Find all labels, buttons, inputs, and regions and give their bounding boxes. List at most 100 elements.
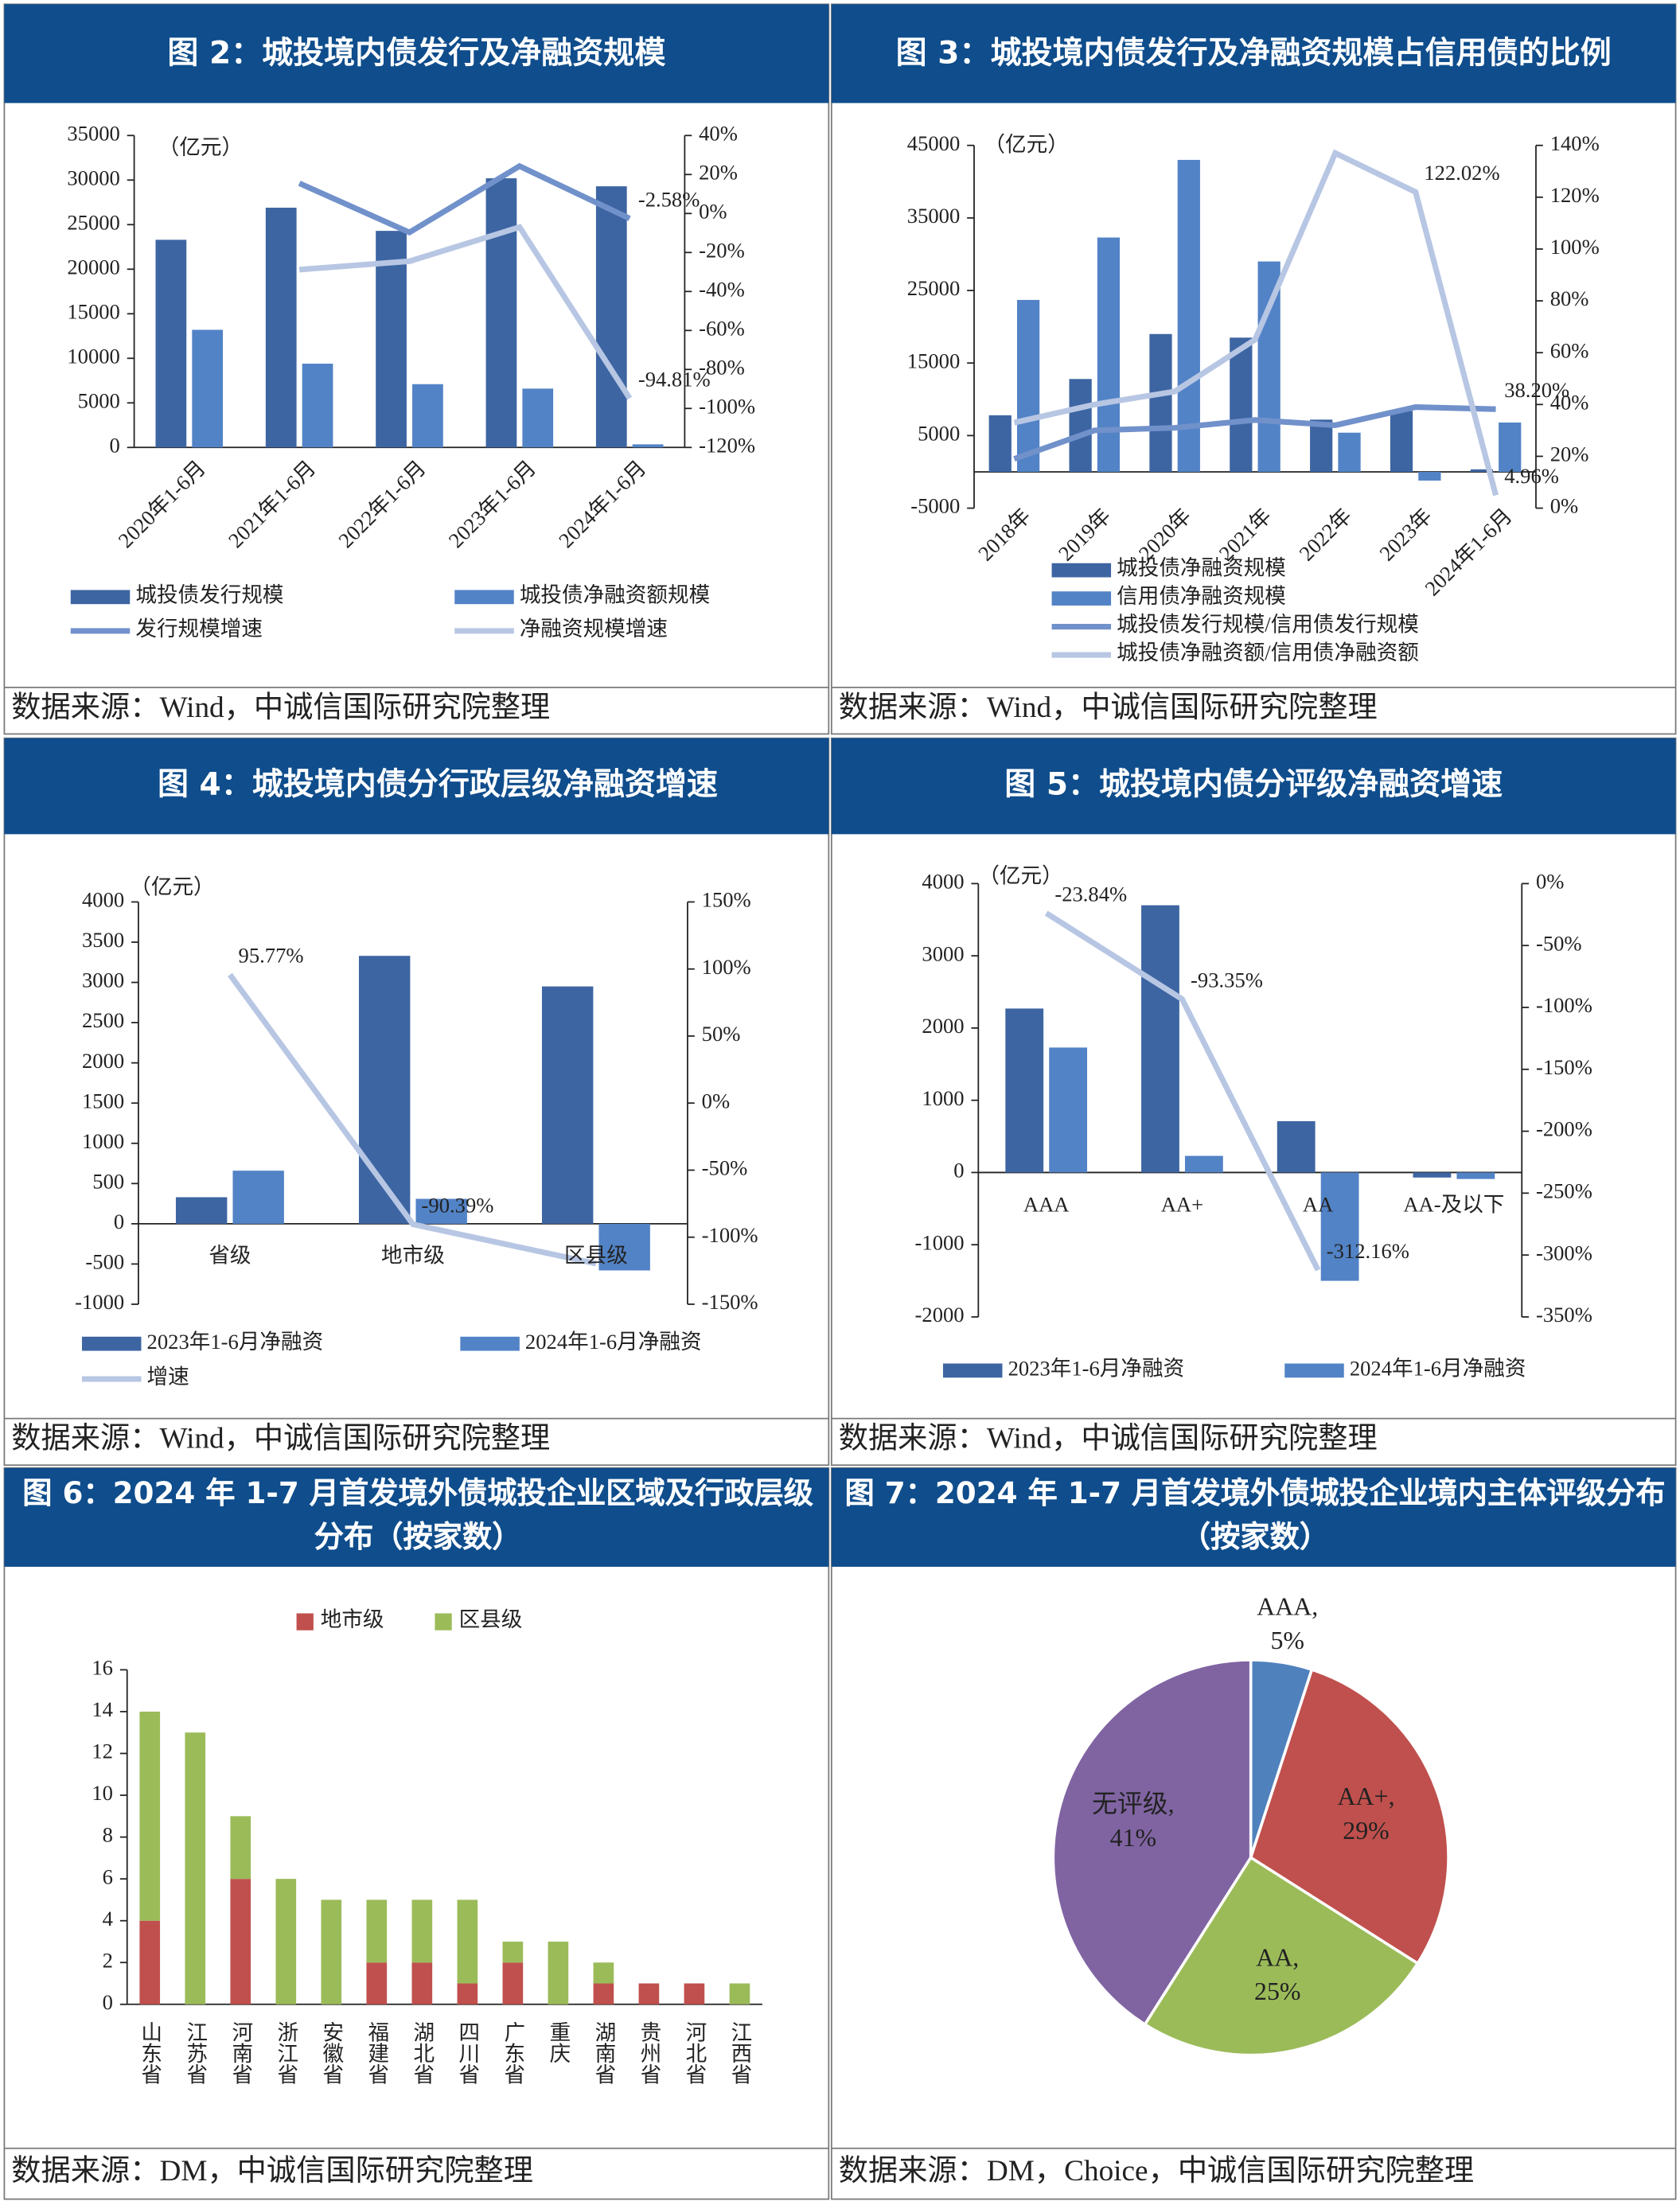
bar <box>595 186 627 448</box>
bar <box>548 1941 569 2004</box>
bar <box>139 1920 161 2004</box>
y-tick-label: 45000 <box>907 131 960 155</box>
y-tick-label: 50% <box>702 1022 741 1046</box>
x-tick-label: 重庆 <box>546 2021 570 2063</box>
pie-value-label: 5% <box>1270 1627 1304 1654</box>
bar <box>684 1983 705 2004</box>
y-tick-label: 1500 <box>82 1089 124 1112</box>
y-tick-label: -1000 <box>75 1290 124 1314</box>
pie-label: AA+, <box>1338 1782 1395 1810</box>
y-tick-label: 2000 <box>82 1049 124 1073</box>
x-tick-label: AA+ <box>1161 1193 1203 1217</box>
y-tick-label: 2500 <box>82 1008 124 1032</box>
data-label: 4.96% <box>1504 464 1559 488</box>
y-tick-label: 40% <box>1550 390 1589 414</box>
bar <box>522 388 554 448</box>
data-label: -94.81% <box>638 367 711 391</box>
line <box>1013 149 1499 497</box>
x-tick-label: 河南省 <box>228 2021 252 2085</box>
legend-label: 城投债发行规模/信用债发行规模 <box>1117 613 1419 637</box>
y-tick-label: 20% <box>699 160 738 184</box>
source: 数据来源：Wind，中诚信国际研究院整理 <box>839 1422 1378 1455</box>
legend-swatch <box>435 1613 452 1630</box>
source: 数据来源：DM，Choice，中诚信国际研究院整理 <box>839 2154 1474 2188</box>
y-tick-label: 0 <box>114 1210 124 1233</box>
legend-label: 城投债净融资规模 <box>1117 556 1286 580</box>
chart-title: 图 6：2024 年 1-7 月首发境外债城投企业区域及行政层级分布（按家数） <box>22 1476 814 1554</box>
legend-swatch <box>1051 563 1112 578</box>
bar <box>988 415 1012 472</box>
line <box>1044 910 1321 1272</box>
y-tick-label: 30000 <box>67 166 119 189</box>
y-tick-label: 0% <box>702 1089 730 1112</box>
y-tick-label: -80% <box>699 355 745 379</box>
data-label: 38.20% <box>1504 378 1569 402</box>
bar <box>230 1816 251 1880</box>
bar <box>366 1962 388 2004</box>
bar <box>376 231 407 448</box>
y-tick-label: 4000 <box>922 870 964 894</box>
bar <box>457 1983 478 2004</box>
y-tick-label: 1000 <box>82 1129 124 1153</box>
y-tick-label: 40% <box>699 121 738 145</box>
y-tick-label: 12 <box>92 1740 113 1763</box>
chart-title: 图 2：城投境内债发行及净融资规模 <box>167 36 665 72</box>
unit-label: （亿元） <box>978 863 1062 887</box>
unit-label: （亿元） <box>984 133 1068 157</box>
bar <box>1418 471 1441 481</box>
y-tick-label: 500 <box>92 1169 124 1193</box>
pie-slice <box>1249 1667 1450 1966</box>
header-bar <box>4 4 829 103</box>
x-tick-label: 山东省 <box>138 2021 162 2085</box>
chart-title-box: 图 6：2024 年 1-7 月首发境外债城投企业区域及行政层级分布（按家数） <box>22 1476 814 1554</box>
pie-label: AA, <box>1256 1944 1299 1972</box>
chart-title: 图 7：2024 年 1-7 月首发境外债城投企业境内主体评级分布（按家数） <box>844 1476 1666 1554</box>
y-tick-label: -1000 <box>915 1230 965 1254</box>
bar <box>411 1962 433 2004</box>
line <box>298 162 631 236</box>
chart-title-box: 图 7：2024 年 1-7 月首发境外债城投企业境内主体评级分布（按家数） <box>844 1476 1666 1554</box>
legend-label: 2024年1-6月净融资 <box>1350 1356 1526 1380</box>
y-tick-label: 25000 <box>907 276 960 300</box>
y-tick-label: 0% <box>699 199 727 223</box>
legend-swatch <box>1284 1363 1344 1378</box>
header-bar <box>4 738 829 835</box>
legend-label: 区县级 <box>459 1607 523 1631</box>
bar <box>175 1197 228 1224</box>
bar <box>1069 379 1092 472</box>
bar <box>411 1899 433 1963</box>
data-label: -312.16% <box>1327 1239 1409 1263</box>
y-tick-label: 0% <box>1550 494 1578 518</box>
pie-label: 无评级, <box>1092 1790 1175 1817</box>
bar <box>185 1732 206 2004</box>
y-tick-label: 60% <box>1550 338 1589 362</box>
legend-label: 净融资规模增速 <box>520 617 668 641</box>
legend-label: 2024年1-6月净融资 <box>525 1330 702 1354</box>
x-tick-label: 安徽省 <box>319 2021 343 2085</box>
y-tick-label: 35000 <box>67 121 119 145</box>
legend-swatch <box>296 1613 314 1630</box>
x-tick-label: 湖南省 <box>591 2021 615 2085</box>
header-bar <box>831 4 1676 103</box>
y-tick-label: -350% <box>1536 1303 1592 1327</box>
y-tick-label: -200% <box>1536 1117 1592 1141</box>
x-tick-label: 江西省 <box>727 2021 751 2085</box>
bar <box>1320 1172 1359 1281</box>
data-label: -90.39% <box>422 1193 494 1217</box>
x-tick-label: 浙江省 <box>274 2021 298 2085</box>
bar <box>1413 1172 1452 1178</box>
bar <box>1184 1155 1223 1173</box>
bar <box>366 1899 388 1963</box>
bar <box>192 329 224 448</box>
data-label: 122.02% <box>1424 161 1499 185</box>
bar <box>1456 1172 1495 1179</box>
bar <box>1230 337 1253 472</box>
bar <box>1141 905 1179 1173</box>
y-tick-label: 140% <box>1550 131 1600 155</box>
x-tick-label: 贵州省 <box>637 2021 661 2085</box>
bar <box>1049 1047 1088 1173</box>
source: 数据来源：DM，中诚信国际研究院整理 <box>11 2154 533 2188</box>
bar <box>1470 469 1494 472</box>
legend-swatch <box>81 1336 142 1351</box>
